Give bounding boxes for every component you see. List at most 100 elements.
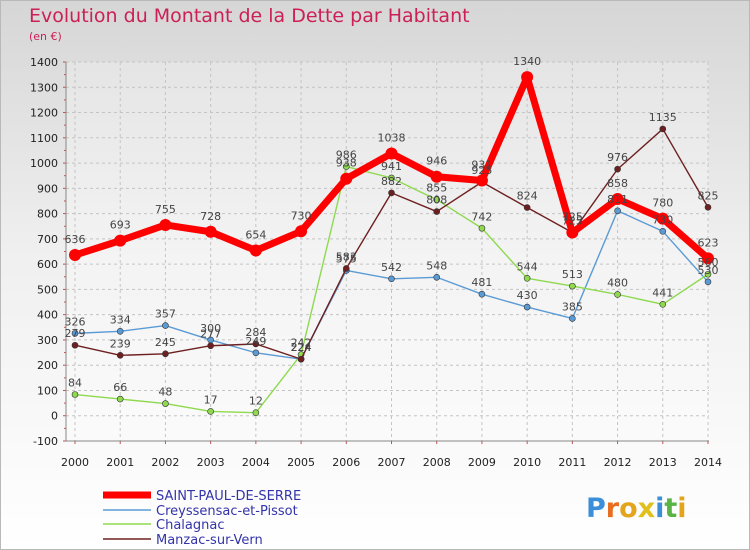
data-label: 249 bbox=[245, 335, 266, 348]
data-label: 742 bbox=[471, 210, 492, 223]
data-point bbox=[704, 203, 712, 211]
data-label: 931 bbox=[471, 159, 492, 172]
data-label: 224 bbox=[291, 341, 312, 354]
y-tick-label: 800 bbox=[37, 208, 58, 221]
data-point bbox=[207, 342, 214, 350]
data-label: 84 bbox=[68, 377, 82, 390]
brand-letter: t bbox=[664, 493, 677, 524]
y-tick-label: -100 bbox=[33, 435, 58, 448]
data-label: 654 bbox=[245, 228, 266, 241]
brand-letter: r bbox=[606, 493, 620, 524]
data-label: 693 bbox=[110, 219, 131, 232]
series-0 bbox=[69, 71, 714, 265]
data-point bbox=[340, 172, 353, 185]
x-tick-label: 2013 bbox=[649, 456, 677, 469]
plot-area bbox=[66, 62, 709, 441]
data-point bbox=[207, 408, 214, 415]
data-point bbox=[71, 341, 79, 349]
data-point bbox=[430, 170, 443, 183]
data-point bbox=[611, 192, 624, 205]
data-point bbox=[656, 212, 669, 225]
data-label: 808 bbox=[426, 194, 447, 207]
data-point bbox=[114, 234, 127, 247]
data-point bbox=[116, 328, 124, 335]
data-point bbox=[566, 226, 579, 239]
data-label: 636 bbox=[65, 233, 86, 246]
data-label: 882 bbox=[381, 175, 402, 188]
series-2 bbox=[71, 163, 712, 417]
y-tick-label: 900 bbox=[37, 182, 58, 195]
y-tick-label: 1000 bbox=[30, 157, 58, 170]
data-point bbox=[159, 218, 172, 231]
data-point bbox=[342, 163, 350, 170]
data-point bbox=[659, 301, 667, 308]
data-point bbox=[252, 409, 260, 417]
data-point bbox=[702, 252, 714, 265]
data-label: 48 bbox=[158, 386, 172, 399]
data-point bbox=[71, 330, 79, 337]
data-point bbox=[388, 174, 395, 182]
data-point bbox=[704, 270, 712, 278]
data-point bbox=[116, 395, 124, 403]
data-point bbox=[69, 249, 81, 262]
x-tick-label: 2005 bbox=[287, 456, 315, 469]
data-label: 1038 bbox=[378, 131, 406, 144]
data-point bbox=[162, 400, 169, 407]
data-label: 825 bbox=[698, 189, 719, 202]
data-label: 277 bbox=[200, 328, 221, 341]
data-point bbox=[478, 290, 486, 298]
x-tick-label: 2008 bbox=[423, 456, 451, 469]
data-point bbox=[388, 275, 395, 283]
legend-label: Chalagnac bbox=[156, 518, 224, 533]
y-tick-label: 1300 bbox=[30, 81, 58, 94]
data-point bbox=[614, 165, 621, 173]
x-tick-label: 2014 bbox=[694, 456, 722, 469]
y-tick-label: 0 bbox=[51, 410, 58, 423]
data-label: 12 bbox=[249, 395, 263, 408]
y-tick-label: 1100 bbox=[30, 132, 58, 145]
data-label: 986 bbox=[336, 149, 357, 162]
legend-label: Creyssensac-et-Pissot bbox=[156, 504, 298, 519]
y-tick-label: 200 bbox=[37, 359, 58, 372]
x-tick-label: 2009 bbox=[468, 456, 496, 469]
data-label: 730 bbox=[652, 213, 673, 226]
brand-letter: x bbox=[638, 493, 655, 524]
data-label: 530 bbox=[698, 264, 719, 277]
data-point bbox=[162, 350, 169, 358]
y-tick-label: 600 bbox=[37, 258, 58, 271]
data-point bbox=[162, 322, 169, 329]
data-point bbox=[659, 227, 667, 235]
brand-letter: P bbox=[586, 493, 606, 524]
data-label: 548 bbox=[426, 259, 447, 272]
x-tick-label: 2010 bbox=[513, 456, 541, 469]
data-point bbox=[249, 244, 262, 257]
data-label: 441 bbox=[652, 286, 673, 299]
data-point bbox=[204, 225, 217, 238]
y-tick-label: 400 bbox=[37, 309, 58, 322]
data-point bbox=[342, 265, 350, 272]
data-label: 858 bbox=[607, 177, 628, 190]
data-label: 575 bbox=[336, 252, 357, 265]
legend-label: Manzac-sur-Vern bbox=[156, 533, 263, 548]
data-point bbox=[116, 352, 124, 359]
data-label: 730 bbox=[291, 209, 312, 222]
data-label: 1340 bbox=[513, 55, 541, 68]
data-label: 811 bbox=[607, 193, 628, 206]
legend: SAINT-PAUL-DE-SERRECreyssensac-et-Pissot… bbox=[103, 489, 301, 548]
x-tick-label: 2001 bbox=[106, 456, 134, 469]
data-label: 1135 bbox=[649, 111, 677, 124]
brand-logo: Proxiti bbox=[586, 493, 687, 524]
data-label: 544 bbox=[517, 260, 538, 273]
data-label: 430 bbox=[517, 289, 538, 302]
data-label: 725 bbox=[562, 211, 583, 224]
y-tick-label: 1200 bbox=[30, 107, 58, 120]
y-tick-label: 100 bbox=[37, 384, 58, 397]
y-tick-label: 300 bbox=[37, 334, 58, 347]
data-label: 239 bbox=[110, 337, 131, 350]
data-point bbox=[433, 208, 441, 215]
data-label: 279 bbox=[65, 327, 86, 340]
data-label: 357 bbox=[155, 308, 176, 321]
x-tick-label: 2004 bbox=[242, 456, 270, 469]
y-tick-label: 1400 bbox=[30, 56, 58, 69]
data-point bbox=[523, 274, 531, 282]
